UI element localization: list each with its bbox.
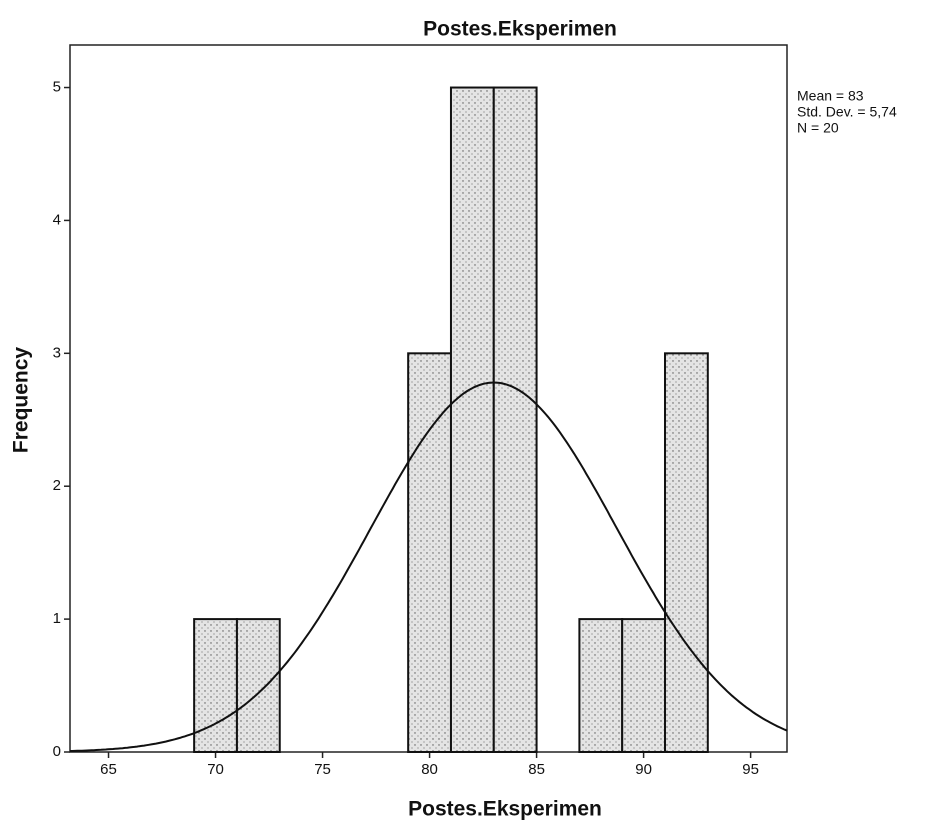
stat-annotation: Std. Dev. = 5,74 [797,104,897,120]
histogram-bar [578,618,624,754]
histogram-bar [492,86,538,754]
x-tick-label: 70 [207,761,224,778]
stat-annotation: N = 20 [797,120,839,136]
x-axis-title: Postes.Eksperimen [408,798,602,821]
histogram-bar [664,352,709,753]
y-tick-label: 3 [53,344,61,361]
histogram-bar [449,86,495,754]
y-tick-label: 1 [53,610,61,627]
x-tick-label: 80 [421,761,438,778]
x-tick-label: 95 [742,761,759,778]
y-tick-label: 2 [53,477,61,494]
x-tick-label: 75 [314,761,331,778]
stat-annotation: Mean = 83 [797,88,864,104]
x-tick-label: 65 [100,761,117,778]
y-tick-label: 5 [53,78,61,95]
x-tick-label: 90 [635,761,652,778]
histogram-bar [235,618,281,754]
chart-title: Postes.Eksperimen [423,18,617,41]
histogram-bar [621,618,667,754]
y-tick-label: 4 [53,211,61,228]
x-tick-label: 85 [528,761,545,778]
y-axis-title: Frequency [10,347,33,454]
histogram-bar [193,618,238,754]
y-tick-label: 0 [53,743,61,760]
normal-curve [70,381,788,752]
histogram-bar [407,352,452,753]
